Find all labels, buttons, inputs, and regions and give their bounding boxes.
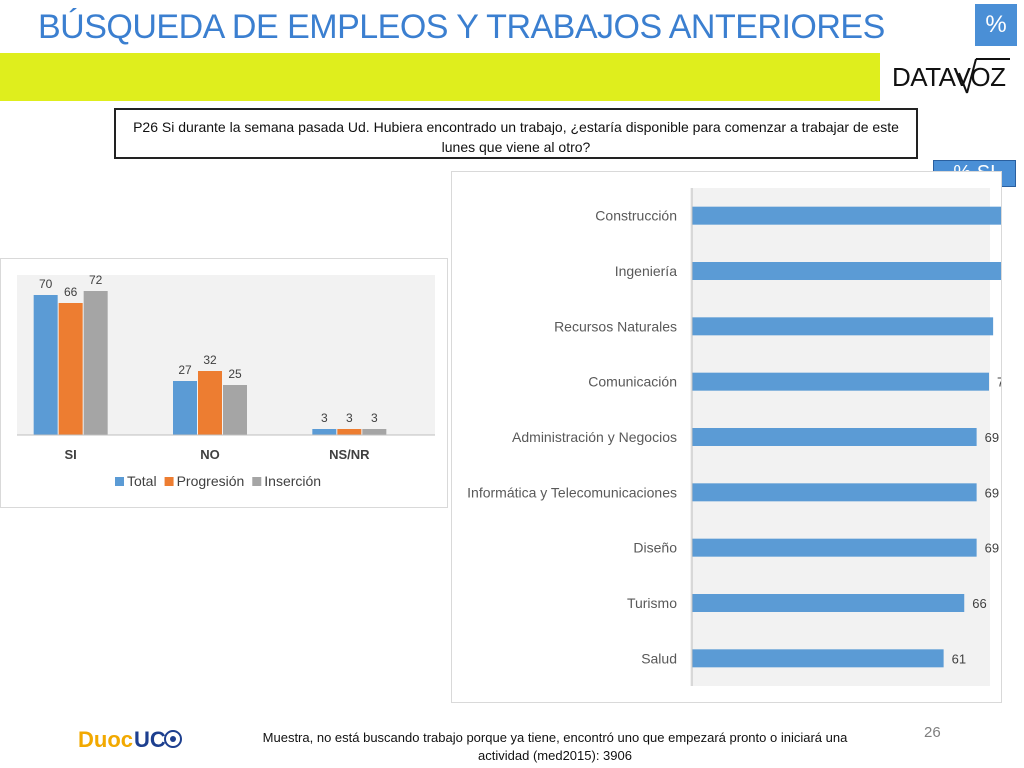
bar [692, 262, 1006, 280]
category-label: Salud [641, 650, 677, 666]
data-label: 69 [985, 541, 999, 556]
duocuc-logo: Duoc UC [76, 723, 186, 755]
bar [362, 429, 387, 435]
brand-name: DATAVOZ [892, 62, 1006, 92]
header-band [0, 53, 1024, 101]
data-label: 66 [64, 285, 78, 299]
data-label: 69 [985, 485, 999, 500]
legend-swatch [252, 477, 262, 486]
category-label: Diseño [633, 540, 677, 556]
bar [692, 538, 977, 557]
page-title: BÚSQUEDA DE EMPLEOS Y TRABAJOS ANTERIORE… [38, 8, 885, 46]
bar [312, 429, 337, 435]
data-label: 3 [371, 411, 378, 425]
datavoz-logo [880, 53, 1024, 101]
legend-swatch [115, 477, 124, 486]
data-label: 25 [228, 367, 242, 381]
category-label: Administración y Negocios [512, 429, 677, 445]
bar [692, 317, 994, 336]
data-label: 69 [985, 430, 999, 445]
bar [692, 206, 1010, 225]
bar [173, 381, 197, 435]
page-number: 26 [924, 724, 941, 741]
grouped-bar-chart: 70 66 72 SI 27 32 25 NO 3 3 3 NS/NR Total Progresión I… [0, 258, 448, 508]
bar [33, 295, 58, 435]
data-label: 70 [39, 277, 53, 291]
bar [198, 371, 222, 435]
category-label: Comunicación [588, 374, 677, 390]
horizontal-bar-chart-svg: 77Construcción76Ingeniería73Recursos Nat… [467, 188, 1024, 686]
question-box: P26 Si durante la semana pasada Ud. Hubi… [114, 108, 918, 159]
data-label: 27 [178, 363, 192, 377]
legend-entry: Inserción [264, 473, 321, 489]
percent-badge: % [975, 4, 1017, 46]
bar [692, 649, 944, 668]
category-label: SI [65, 447, 77, 462]
category-label: Turismo [627, 595, 677, 611]
bar [692, 428, 977, 446]
bar [58, 303, 83, 435]
data-label: 66 [972, 596, 986, 611]
sample-note: Muestra, no está buscando trabajo porque… [262, 730, 848, 763]
bar [692, 483, 977, 502]
horizontal-bar-chart: 77Construcción76Ingeniería73Recursos Nat… [451, 171, 1024, 703]
legend-swatch [164, 477, 174, 486]
data-label: 32 [203, 353, 217, 367]
category-label: Ingeniería [615, 263, 677, 279]
bar [692, 594, 965, 612]
datavoz-logo-mark [958, 58, 1010, 94]
data-label: 61 [952, 651, 966, 666]
category-label: NO [200, 447, 220, 462]
bar [83, 291, 108, 435]
category-label: Recursos Naturales [554, 318, 677, 334]
category-label: NS/NR [329, 447, 370, 462]
bar [692, 372, 989, 391]
data-label: 3 [346, 411, 353, 425]
svg-text:UC: UC [134, 727, 166, 752]
category-label: Informática y Telecomunicaciones [467, 484, 677, 500]
grouped-bar-chart-svg: 70 66 72 SI 27 32 25 NO 3 3 3 NS/NR Total Progresión I… [17, 273, 435, 489]
legend-entry: Total [127, 473, 157, 489]
bar [223, 385, 247, 435]
data-label: 3 [321, 411, 328, 425]
legend-entry: Progresión [177, 473, 245, 489]
bar [337, 429, 362, 435]
data-label: 72 [997, 375, 1001, 390]
data-label: 72 [89, 273, 103, 287]
category-label: Construcción [595, 208, 677, 224]
svg-text:Duoc: Duoc [78, 727, 133, 752]
